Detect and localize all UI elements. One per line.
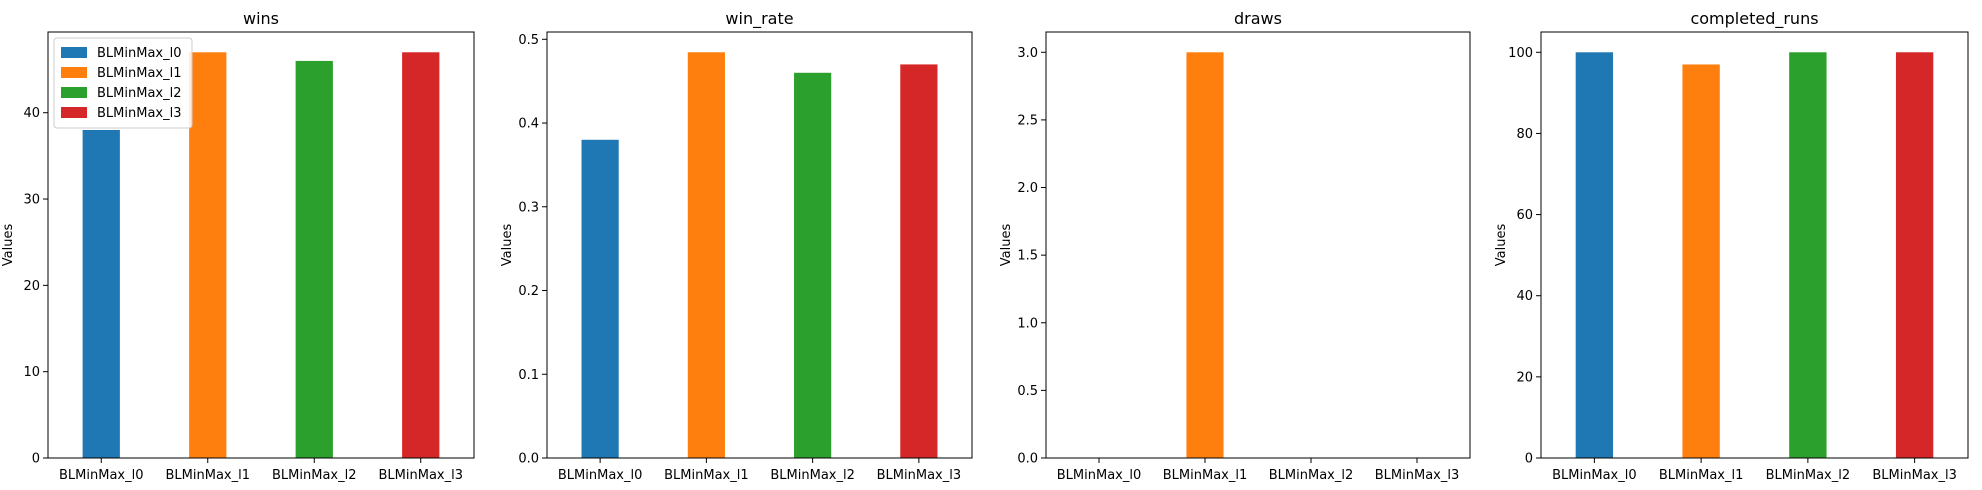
y-tick-label: 30 (23, 193, 40, 208)
axes-frame (47, 31, 475, 459)
legend-entry: BLMinMax_l2 (97, 86, 182, 101)
y-tick-label: 10 (23, 365, 40, 380)
x-tick-label: BLMinMax_l3 (877, 468, 962, 483)
legend-entry: BLMinMax_l0 (97, 46, 182, 61)
chart-title: draws (1234, 9, 1282, 28)
x-tick-label: BLMinMax_l1 (664, 468, 749, 483)
y-tick-label: 2.5 (1017, 113, 1038, 128)
y-tick-label: 0.5 (518, 33, 539, 48)
legend-entry: BLMinMax_l3 (97, 106, 182, 121)
y-tick-label: 0 (1525, 452, 1533, 467)
bar-BLMinMax_l3 (402, 52, 440, 458)
legend-swatch (61, 107, 87, 118)
bar-BLMinMax_l0 (82, 129, 120, 459)
y-axis-label: Values (1494, 224, 1509, 267)
axes-frame (1540, 31, 1969, 459)
y-tick-label: 0.2 (518, 284, 539, 299)
x-tick-label: BLMinMax_l2 (1269, 468, 1354, 483)
chart-panel-draws: 0.0 0.5 1.0 1.5 2.0 2.5 3.0 BLMinMax_l0 BLMinMax… (999, 9, 1471, 483)
legend-box (53, 37, 193, 129)
bar-BLMinMax_l2 (794, 72, 832, 458)
bar-BLMinMax_l3 (1895, 52, 1934, 458)
x-tick-label: BLMinMax_l0 (1057, 468, 1142, 483)
x-tick-label: BLMinMax_l2 (1766, 468, 1851, 483)
y-tick-label: 0.0 (518, 452, 539, 467)
x-tick-label: BLMinMax_l2 (272, 468, 357, 483)
legend: BLMinMax_l0 BLMinMax_l1 BLMinMax_l2 BLMinMa… (53, 37, 193, 129)
bar-BLMinMax_l1 (1682, 64, 1720, 459)
bar-BLMinMax_l0 (581, 139, 619, 458)
x-tick-label: BLMinMax_l1 (1163, 468, 1248, 483)
y-tick-label: 3.0 (1017, 46, 1038, 61)
y-axis-label: Values (1, 224, 16, 267)
bar-BLMinMax_l3 (900, 64, 938, 458)
legend-swatch (61, 67, 87, 78)
y-tick-label: 40 (1516, 289, 1533, 304)
y-tick-label: 60 (1516, 208, 1533, 223)
y-tick-label: 1.0 (1017, 316, 1038, 331)
bar-BLMinMax_l1 (1186, 52, 1224, 458)
y-tick-label: 40 (23, 106, 40, 121)
axes-frame (546, 31, 973, 459)
bar-BLMinMax_l1 (687, 52, 725, 459)
y-axis-label: Values (500, 224, 515, 267)
x-tick-label: BLMinMax_l2 (770, 468, 855, 483)
x-tick-label: BLMinMax_l0 (558, 468, 643, 483)
x-tick-label: BLMinMax_l1 (1659, 468, 1744, 483)
legend-entry: BLMinMax_l1 (97, 66, 182, 81)
y-tick-label: 0.1 (518, 368, 539, 383)
bar-BLMinMax_l0 (1575, 52, 1614, 458)
x-tick-label: BLMinMax_l3 (1872, 468, 1957, 483)
y-tick-label: 100 (1508, 46, 1533, 61)
chart-panel-completed_runs: 0 20 40 60 80 100 BLMinMax_l0 BLMinMax_l1 BLMinM… (1494, 9, 1969, 483)
y-tick-label: 2.0 (1017, 181, 1038, 196)
x-tick-label: BLMinMax_l3 (1375, 468, 1460, 483)
x-tick-label: BLMinMax_l1 (166, 468, 251, 483)
bar-BLMinMax_l1 (189, 52, 227, 458)
y-tick-label: 80 (1516, 127, 1533, 142)
x-tick-label: BLMinMax_l3 (379, 468, 464, 483)
y-tick-label: 0.5 (1017, 384, 1038, 399)
y-tick-label: 0.3 (518, 200, 539, 215)
legend-swatch (61, 87, 87, 98)
legend-swatch (61, 47, 87, 58)
chart-title: wins (243, 9, 279, 28)
chart-panel-win_rate: 0.0 0.1 0.2 0.3 0.4 0.5 BLMinMax_l0 BLMinMax_l1… (500, 9, 973, 483)
axes-frame (1045, 31, 1471, 459)
y-tick-label: 0 (32, 452, 40, 467)
y-tick-label: 20 (23, 279, 40, 294)
x-tick-label: BLMinMax_l0 (1552, 468, 1637, 483)
y-axis-label: Values (999, 224, 1014, 267)
y-tick-label: 20 (1516, 370, 1533, 385)
x-tick-label: BLMinMax_l0 (59, 468, 144, 483)
chart-title: completed_runs (1690, 9, 1818, 29)
bar-BLMinMax_l2 (295, 60, 333, 459)
y-tick-label: 0.4 (518, 117, 539, 132)
chart-title: win_rate (725, 9, 793, 29)
bar-BLMinMax_l2 (1789, 52, 1827, 458)
y-tick-label: 1.5 (1017, 249, 1038, 264)
y-tick-label: 0.0 (1017, 452, 1038, 467)
